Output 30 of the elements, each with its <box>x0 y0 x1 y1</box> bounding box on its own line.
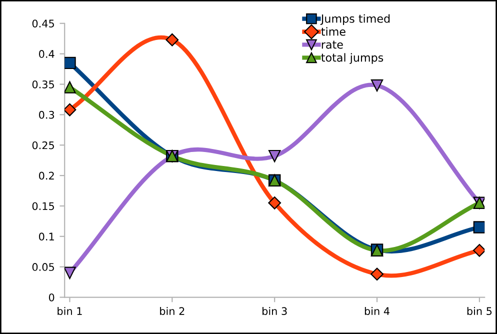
y-tick-label: 0.35 <box>32 80 54 88</box>
x-tick-label: bin 4 <box>364 306 390 316</box>
point <box>64 81 76 94</box>
point <box>166 33 179 46</box>
y-tick-label: 0.2 <box>39 172 54 180</box>
y-tick-label: 0.45 <box>32 20 54 28</box>
point <box>473 244 485 257</box>
y-tick-label: 0.3 <box>39 110 54 119</box>
point <box>268 150 281 162</box>
y-tick-label: 0.25 <box>32 141 54 150</box>
point <box>268 196 282 210</box>
point <box>64 103 76 116</box>
legend-label: total jumps <box>321 53 384 64</box>
legend-label: Jumps timed <box>320 14 390 25</box>
y-tick-label: 0.4 <box>39 50 54 58</box>
x-tick-label: bin 5 <box>467 306 492 316</box>
y-tick-label: 0 <box>48 293 54 302</box>
point <box>370 79 384 92</box>
legend-label: rate <box>322 40 343 49</box>
point <box>64 266 76 280</box>
x-tick-label: bin 3 <box>262 306 287 316</box>
legend-label: time <box>321 27 346 36</box>
y-tick-label: 0.15 <box>32 202 54 210</box>
point <box>64 56 76 70</box>
x-tick-label: bin 1 <box>58 306 82 316</box>
point <box>370 268 384 281</box>
y-tick-label: 0.05 <box>32 263 54 271</box>
y-tick-label: 0.1 <box>39 232 54 241</box>
point <box>473 221 485 234</box>
x-tick-label: bin 2 <box>160 306 184 316</box>
